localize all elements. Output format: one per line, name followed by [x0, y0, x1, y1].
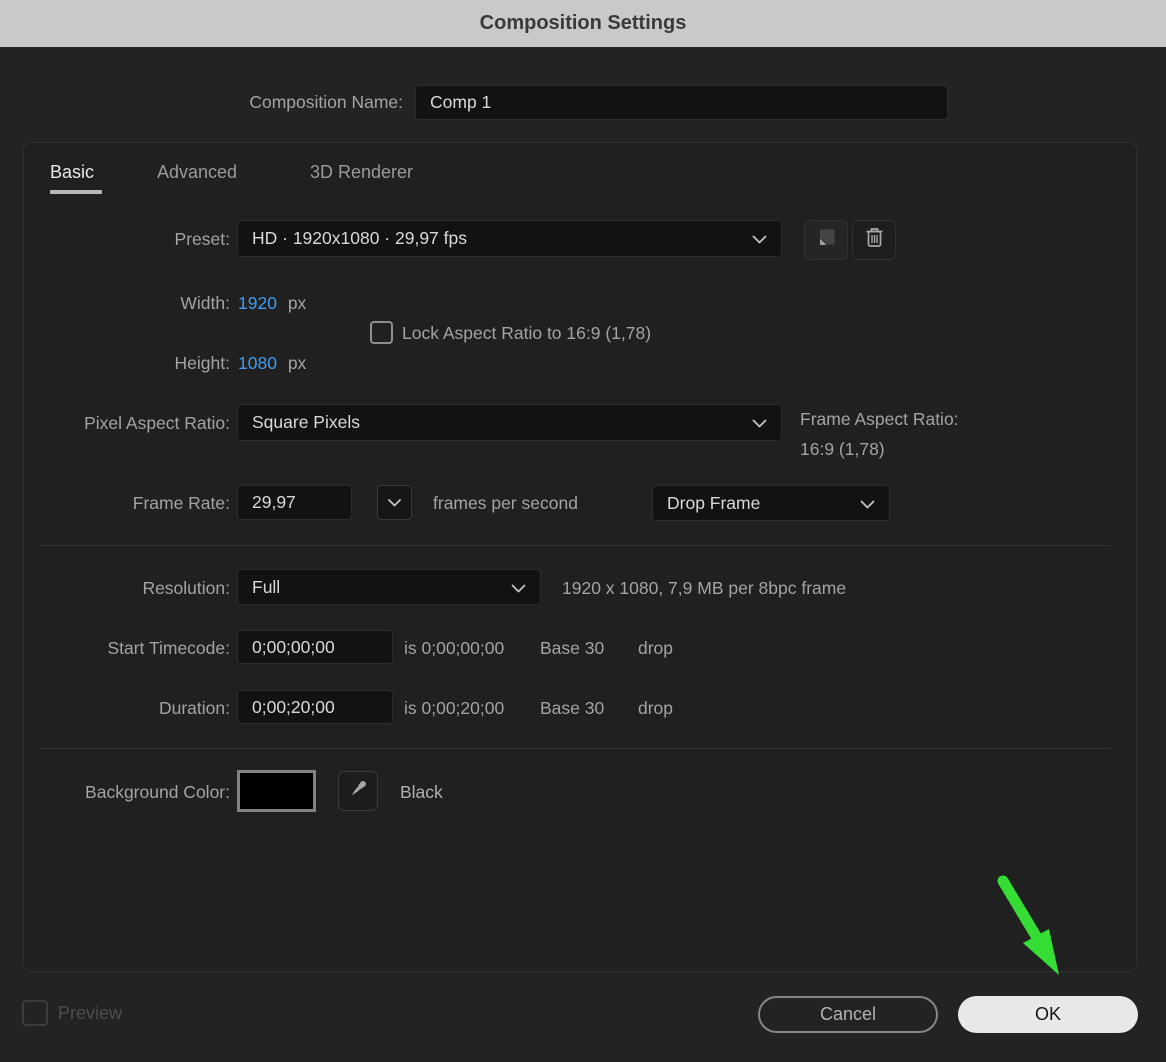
- width-unit: px: [287, 293, 307, 313]
- section-divider: [40, 545, 1110, 546]
- start-timecode-converted: is 0;00;00;00: [404, 638, 505, 658]
- frame-aspect-ratio-label: Frame Aspect Ratio:: [800, 409, 959, 429]
- duration-converted: is 0;00;20;00: [404, 698, 505, 718]
- width-label: Width:: [180, 293, 230, 313]
- preview-label: Preview: [58, 1003, 123, 1023]
- height-label: Height:: [174, 353, 230, 373]
- timecode-mode-dropdown[interactable]: Drop Frame: [652, 485, 890, 521]
- resolution-label: Resolution:: [142, 578, 230, 598]
- ok-button[interactable]: OK: [958, 996, 1138, 1033]
- lock-aspect-ratio-checkbox[interactable]: [370, 321, 393, 344]
- frame-rate-unit-label: frames per second: [433, 493, 578, 513]
- eyedropper-icon: [346, 777, 370, 806]
- eyedropper-button[interactable]: [338, 771, 378, 811]
- start-timecode-input[interactable]: [237, 630, 393, 664]
- background-color-name: Black: [400, 782, 443, 802]
- chevron-down-icon: [752, 412, 767, 433]
- start-timecode-mode: drop: [638, 638, 674, 658]
- frame-aspect-ratio-value: 16:9 (1,78): [800, 439, 885, 459]
- dialog-title: Composition Settings: [479, 12, 687, 34]
- preset-dropdown[interactable]: HD · 1920x1080 · 29,97 fps: [237, 220, 782, 257]
- composition-name-input[interactable]: [415, 85, 948, 120]
- duration-input[interactable]: [237, 690, 393, 724]
- lock-aspect-ratio-label: Lock Aspect Ratio to 16:9 (1,78): [402, 323, 652, 343]
- height-value[interactable]: 1080: [238, 353, 277, 373]
- chevron-down-icon: [388, 494, 401, 512]
- settings-panel: [23, 142, 1137, 972]
- pixel-aspect-ratio-label: Pixel Aspect Ratio:: [84, 413, 230, 433]
- background-color-swatch[interactable]: [237, 770, 316, 812]
- duration-mode: drop: [638, 698, 674, 718]
- save-preset-icon: [815, 226, 838, 254]
- resolution-value: Full: [252, 576, 281, 597]
- tab-3d-renderer[interactable]: 3D Renderer: [310, 162, 414, 182]
- pixel-aspect-ratio-dropdown[interactable]: Square Pixels: [237, 404, 782, 441]
- start-timecode-base: Base 30: [540, 638, 605, 658]
- width-value[interactable]: 1920: [238, 293, 277, 313]
- cancel-button[interactable]: Cancel: [758, 996, 938, 1033]
- resolution-dropdown[interactable]: Full: [237, 569, 541, 605]
- timecode-mode-value: Drop Frame: [667, 492, 761, 513]
- preview-checkbox[interactable]: [22, 1000, 48, 1026]
- preset-label: Preset:: [174, 229, 230, 249]
- height-unit: px: [287, 353, 307, 373]
- chevron-down-icon: [752, 228, 767, 249]
- delete-preset-button[interactable]: [852, 220, 896, 260]
- height-value-row: 1080 px: [238, 351, 306, 375]
- save-preset-button[interactable]: [804, 220, 848, 260]
- dialog-title-bar: Composition Settings: [0, 0, 1166, 47]
- tab-basic[interactable]: Basic: [50, 162, 95, 182]
- duration-label: Duration:: [158, 698, 230, 718]
- duration-base: Base 30: [540, 698, 605, 718]
- trash-icon: [864, 226, 885, 254]
- composition-name-label: Composition Name:: [249, 92, 403, 112]
- tab-advanced[interactable]: Advanced: [157, 162, 238, 182]
- background-color-label: Background Color:: [85, 782, 230, 802]
- chevron-down-icon: [860, 493, 875, 514]
- frame-rate-input[interactable]: [237, 485, 352, 520]
- start-timecode-label: Start Timecode:: [107, 638, 230, 658]
- frame-rate-preset-button[interactable]: [377, 485, 412, 520]
- green-arrow: [997, 875, 1059, 975]
- width-value-row: 1920 px: [238, 291, 306, 315]
- pixel-aspect-ratio-value: Square Pixels: [252, 412, 360, 432]
- tab-basic-active-underline: [50, 190, 102, 194]
- section-divider: [40, 748, 1110, 749]
- preset-value: HD · 1920x1080 · 29,97 fps: [252, 228, 467, 248]
- frame-rate-label: Frame Rate:: [132, 493, 230, 513]
- chevron-down-icon: [511, 577, 526, 598]
- resolution-info: 1920 x 1080, 7,9 MB per 8bpc frame: [562, 578, 847, 598]
